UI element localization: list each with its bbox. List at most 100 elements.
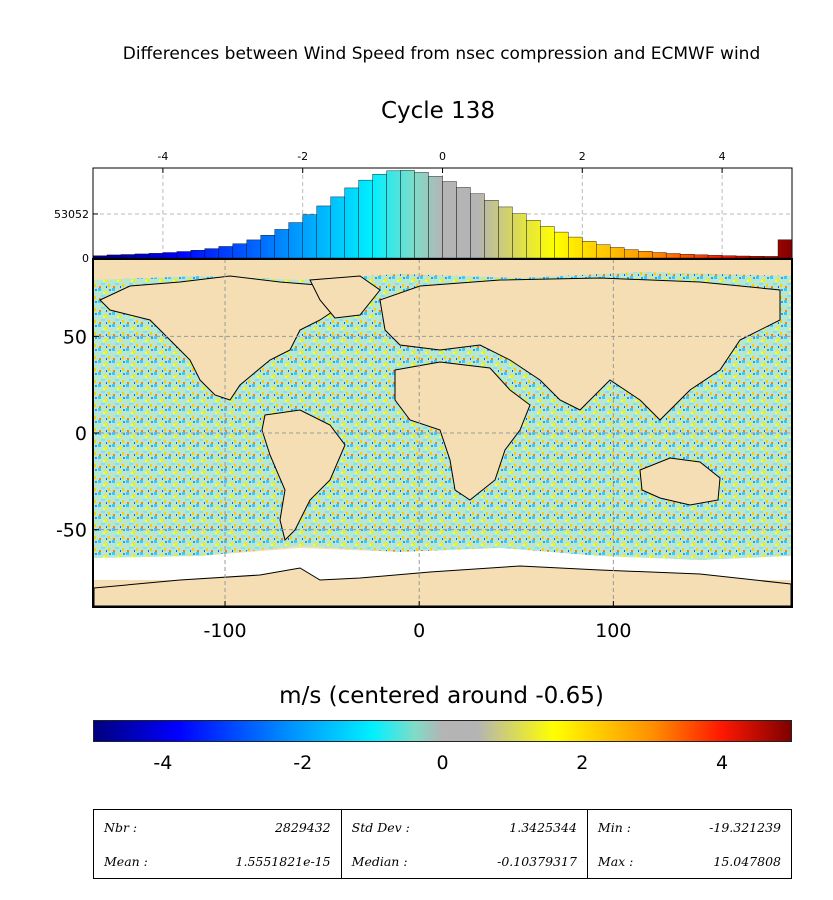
histogram-bar — [596, 244, 611, 259]
colorbar — [93, 720, 792, 742]
histogram-bar — [554, 231, 569, 259]
stat-median-label: Median : — [351, 853, 408, 869]
map-x-tick-label: 0 — [413, 620, 425, 642]
stat-nbr-value: 2829432 — [182, 809, 342, 844]
histogram-bar — [134, 253, 150, 259]
map-x-tick-label: -100 — [203, 620, 246, 642]
histogram-bar — [400, 170, 415, 259]
map-y-tick-label: -50 — [56, 520, 87, 542]
histogram-bar — [484, 200, 499, 259]
histogram-bar — [777, 239, 793, 259]
map-panel: -100 0 100 50 0 -50 — [56, 258, 793, 642]
histogram-bar — [428, 176, 443, 259]
histogram-bar — [204, 248, 220, 259]
histogram-bar — [456, 187, 471, 259]
histogram-bar — [218, 246, 234, 259]
stat-nbr-label: Nbr : — [104, 819, 138, 835]
histogram-x-tick-label: -2 — [297, 150, 308, 163]
histogram-bar — [330, 196, 345, 259]
map-x-ticks: -100 0 100 — [203, 601, 631, 642]
histogram-bar — [735, 255, 751, 259]
map-y-ticks: 50 0 -50 — [56, 326, 99, 542]
histogram-bar — [372, 174, 387, 259]
histogram-bar — [246, 239, 261, 259]
colorbar-label: m/s (centered around -0.65) — [279, 683, 604, 709]
stat-std-value: 1.3425344 — [449, 809, 588, 844]
colorbar-tick-label: -4 — [153, 752, 173, 774]
eurasia — [379, 277, 781, 421]
stat-mean-label: Mean : — [104, 853, 148, 869]
histogram-bar — [176, 251, 192, 259]
histogram-bar — [540, 226, 555, 259]
histogram-bar — [763, 256, 779, 259]
stat-max-value: 15.047808 — [713, 853, 781, 869]
map-y-tick-label: 50 — [63, 326, 87, 348]
greenland — [309, 275, 381, 319]
histogram-bar — [512, 213, 527, 259]
histogram-x-ticks: -4 -2 0 2 4 — [157, 150, 726, 173]
histogram-x-tick-label: 2 — [579, 150, 586, 163]
histogram-bar — [568, 236, 583, 259]
histogram-x-tick-label: 0 — [439, 150, 446, 163]
map-x-tick-label: 100 — [595, 620, 631, 642]
chart-figure: -4 -2 0 2 4 0 53052 -100 0 100 50 0 -50 — [54, 150, 793, 642]
histogram-bar — [316, 205, 331, 259]
histogram-bar — [344, 187, 359, 259]
map-grid — [94, 260, 791, 606]
histogram-y-ticks: 0 53052 — [54, 208, 98, 265]
histogram-bar — [638, 251, 653, 259]
histogram-bar — [358, 179, 373, 259]
colorbar-tick-label: 2 — [576, 752, 589, 774]
histogram-bar — [679, 254, 695, 259]
stat-median-value: -0.10379317 — [449, 844, 588, 879]
map-y-tick-label: 0 — [75, 423, 87, 445]
chart-suptitle: Differences between Wind Speed from nsec… — [122, 44, 761, 64]
histogram-bar — [442, 181, 457, 259]
histogram-y-tick-label: 0 — [82, 252, 89, 265]
histogram-bar — [260, 235, 275, 259]
australia — [639, 457, 721, 506]
stat-min-value: -19.321239 — [709, 819, 781, 835]
histogram-bar — [582, 241, 597, 259]
colorbar-tick-label: -2 — [293, 752, 313, 774]
histogram-bar — [190, 250, 206, 259]
histogram-bar — [274, 229, 289, 259]
antarctica — [94, 565, 791, 606]
histogram-x-tick-label: 4 — [719, 150, 726, 163]
colorbar-tick-label: 0 — [436, 752, 449, 774]
histogram-y-tick-label: 53052 — [54, 208, 89, 221]
africa — [394, 361, 531, 501]
histogram-panel: -4 -2 0 2 4 0 53052 — [54, 150, 793, 265]
histogram-bar — [665, 253, 681, 259]
histogram-bar — [610, 247, 625, 259]
colorbar-tick-label: 4 — [716, 752, 729, 774]
histogram-bar — [652, 252, 667, 259]
histogram-bar — [624, 249, 639, 259]
stat-min-label: Min : — [597, 819, 631, 835]
histogram-bar — [148, 253, 164, 259]
histogram-bar — [162, 252, 178, 259]
stat-max-label: Max : — [597, 853, 634, 869]
map-area — [94, 260, 791, 606]
histogram-bar — [232, 243, 247, 259]
histogram-bar — [414, 172, 429, 259]
histogram-bar — [498, 206, 513, 259]
histogram-bar — [721, 255, 737, 259]
south-america — [261, 409, 346, 541]
chart-title: Cycle 138 — [380, 98, 496, 124]
histogram-bars — [92, 170, 793, 259]
histogram-bar — [302, 214, 317, 259]
histogram-bar — [386, 170, 401, 259]
histogram-bar — [470, 193, 485, 259]
stat-mean-value: 1.5551821e-15 — [182, 844, 342, 879]
histogram-bar — [120, 254, 136, 259]
statistics-table: Nbr : 2829432 Std Dev : 1.3425344 Min : … — [93, 809, 792, 879]
histogram-bar — [749, 256, 765, 259]
histogram-bar — [288, 222, 303, 259]
histogram-bar — [693, 254, 709, 259]
stat-std-label: Std Dev : — [351, 819, 410, 835]
histogram-bar — [707, 255, 723, 259]
histogram-x-tick-label: -4 — [157, 150, 168, 163]
histogram-bar — [526, 220, 541, 259]
histogram-bar — [106, 254, 122, 259]
